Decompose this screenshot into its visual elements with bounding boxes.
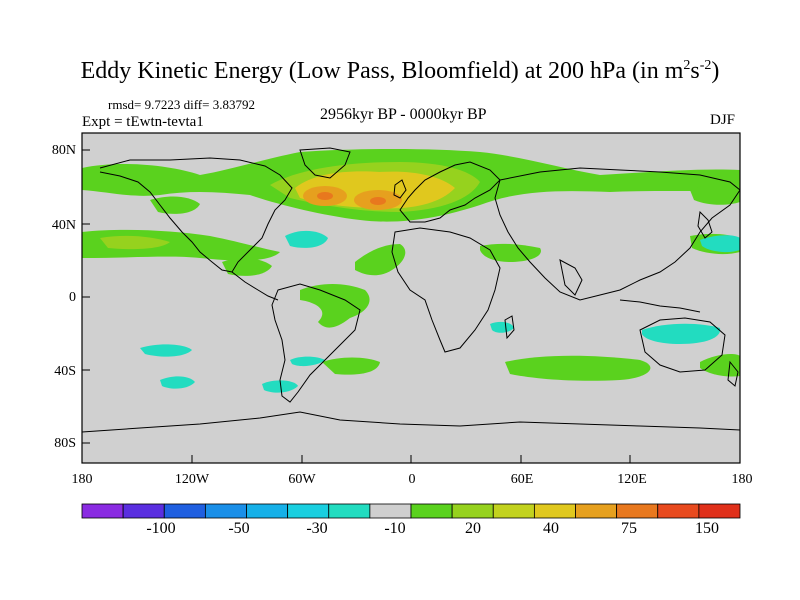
caribbean-patch <box>222 258 272 276</box>
coast-south-america <box>271 283 361 403</box>
lon-label-180w: 180 <box>71 472 93 487</box>
colorbar-swatch <box>204 503 247 519</box>
coast-australia <box>639 317 726 373</box>
south-america-negative <box>290 356 325 367</box>
south-atlantic-patch <box>322 357 380 375</box>
east-siberia-patch <box>690 183 740 205</box>
map-ticks <box>82 149 631 463</box>
colorbar-swatch <box>163 503 206 519</box>
colorbar-swatch <box>575 503 618 519</box>
colorbar-label-neg50: -50 <box>228 520 250 537</box>
colorbar-label-neg100: -100 <box>146 520 176 537</box>
colorbar-swatch <box>657 503 700 519</box>
coast-indonesia <box>619 299 701 313</box>
core-peak-west <box>317 192 333 200</box>
south-pacific-negative-1 <box>140 344 192 357</box>
colorbar-swatch <box>533 503 576 519</box>
pacific-mid <box>100 235 170 250</box>
colorbar-swatch <box>287 503 330 519</box>
core-peak-east <box>370 197 386 205</box>
coast-greenland <box>299 147 351 179</box>
coast-new-zealand <box>727 360 739 387</box>
north-atlantic-core <box>295 171 455 210</box>
plot-title: Eddy Kinetic Energy (Low Pass, Bloomfiel… <box>80 58 720 84</box>
colorbar-swatch <box>328 503 371 519</box>
colorbar-swatch <box>410 503 453 519</box>
colorbar-swatch <box>616 503 659 519</box>
colorbar-swatch <box>122 503 165 519</box>
south-indian-band <box>505 355 651 381</box>
lon-label-60w: 60W <box>288 472 316 487</box>
colorbar-swatch <box>246 503 289 519</box>
lon-label-120w: 120W <box>174 472 210 487</box>
experiment-label: Expt = tEwtn-tevta1 <box>82 114 204 130</box>
coast-asia <box>494 167 740 301</box>
colorbar-swatch <box>81 503 124 519</box>
subtropical-atlantic <box>355 244 406 276</box>
south-pacific-west <box>700 354 740 377</box>
lat-label-40n: 40N <box>51 218 76 233</box>
period-label: 2956kyr BP - 0000kyr BP <box>320 106 487 123</box>
stats-line: rmsd= 9.7223 diff= 3.83792 <box>108 97 255 112</box>
lat-label-80n: 80N <box>51 143 76 158</box>
colorbar-label-40: 40 <box>543 520 559 537</box>
lon-label-60e: 60E <box>510 472 534 487</box>
coast-japan <box>697 210 713 239</box>
colorbar-label-150: 150 <box>695 520 719 537</box>
africa-south-negative <box>490 321 514 333</box>
coast-india <box>559 259 583 296</box>
colorbar-swatch <box>451 503 494 519</box>
coast-north-america <box>99 157 293 273</box>
coast-africa <box>391 227 501 353</box>
negative-anomaly-regions <box>140 230 740 393</box>
season-label: DJF <box>710 112 736 128</box>
lat-label-0: 0 <box>69 290 76 305</box>
colorbar-swatch <box>369 503 412 519</box>
lat-label-80s: 80S <box>54 436 76 451</box>
south-pacific-negative-2 <box>160 376 195 389</box>
colorbar-swatch <box>698 503 741 519</box>
lon-label-0: 0 <box>408 472 416 487</box>
north-pacific-negative <box>285 230 328 248</box>
lon-label-180e: 180 <box>731 472 753 487</box>
colorbar-swatch <box>492 503 535 519</box>
east-asia-negative <box>700 235 740 253</box>
colorbar-label-neg30: -30 <box>306 520 328 537</box>
lat-label-40s: 40S <box>54 364 76 379</box>
colorbar-label-20: 20 <box>465 520 481 537</box>
colorbar <box>81 503 741 519</box>
south-atlantic-negative <box>262 380 298 393</box>
equatorial-atlantic <box>300 284 370 328</box>
australia-negative <box>642 323 721 344</box>
coast-central-america <box>231 271 279 301</box>
colorbar-label-neg10: -10 <box>384 520 406 537</box>
coast-british-isles <box>393 179 407 199</box>
coast-madagascar <box>504 315 515 340</box>
coast-antarctica <box>82 411 740 433</box>
north-america-west <box>150 196 200 214</box>
coastlines <box>82 147 740 433</box>
lon-label-120e: 120E <box>617 472 647 487</box>
colorbar-label-75: 75 <box>621 520 637 537</box>
